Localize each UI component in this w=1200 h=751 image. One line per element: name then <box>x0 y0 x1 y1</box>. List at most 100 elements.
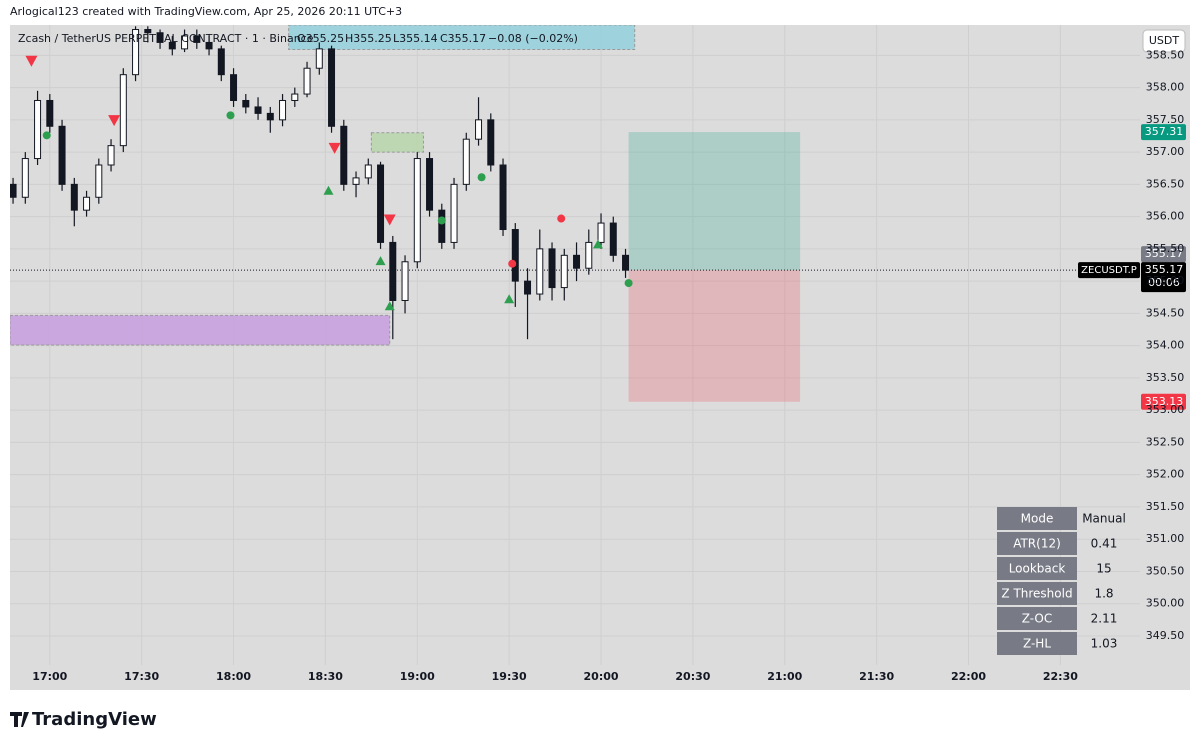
x-tick-label: 17:00 <box>32 670 67 683</box>
table-value: 0.41 <box>1091 537 1118 551</box>
table-value: 1.03 <box>1091 637 1118 651</box>
candle-body <box>548 248 556 289</box>
candle-body <box>536 248 544 295</box>
candle-body <box>487 119 495 166</box>
candle-body <box>266 112 274 121</box>
candle-body <box>303 67 311 95</box>
x-tick-label: 18:30 <box>308 670 343 683</box>
entry-label-box <box>1141 246 1186 263</box>
signal-dot <box>42 131 51 140</box>
candle-body <box>524 280 532 295</box>
x-tick-label: 19:00 <box>400 670 435 683</box>
candle-body <box>34 99 42 160</box>
buy-signal <box>592 239 603 249</box>
buy-signal <box>504 294 515 304</box>
sell-signal <box>328 142 341 154</box>
target-label: 357.31 <box>1145 125 1184 138</box>
y-tick-label: 352.00 <box>1146 468 1185 481</box>
candle-body <box>144 29 152 34</box>
candle-body <box>585 241 593 269</box>
legend-symbol: Zcash / TetherUS PERPETUAL CONTRACT · 1 … <box>18 32 314 45</box>
candle-body <box>573 254 581 269</box>
candle-body <box>499 164 507 231</box>
candle-body <box>597 222 605 243</box>
x-tick-label: 18:00 <box>216 670 251 683</box>
candle-body <box>291 93 299 101</box>
buy-signal <box>375 256 386 266</box>
stop-label: 353.13 <box>1145 395 1184 408</box>
y-tick-label: 356.50 <box>1146 177 1185 190</box>
y-tick-label: 357.50 <box>1146 113 1185 126</box>
y-tick-label: 357.00 <box>1146 145 1185 158</box>
candle-body <box>70 183 78 211</box>
table-value: Manual <box>1082 512 1126 526</box>
candle-body <box>279 99 287 121</box>
legend-open: O355.25 <box>297 32 344 45</box>
table-label-cell <box>997 532 1077 555</box>
candle-body <box>156 32 164 43</box>
signal-dot <box>624 279 633 288</box>
stop-label-box <box>1141 393 1186 410</box>
candle-body <box>205 41 213 50</box>
target-label-box <box>1141 124 1186 141</box>
candle-body <box>377 164 385 243</box>
credit: Arlogical123 created with TradingView.co… <box>10 5 402 18</box>
target-area <box>628 132 801 271</box>
candle-body <box>168 41 176 50</box>
candle-body <box>426 158 434 211</box>
candle-body <box>560 254 568 289</box>
symbol-box <box>1078 262 1140 279</box>
candle-body <box>340 125 348 185</box>
candle-body <box>401 261 409 301</box>
candle-body <box>438 209 446 243</box>
legend-high: H355.25 <box>345 32 392 45</box>
y-tick-label: 350.00 <box>1146 597 1185 610</box>
signal-dot <box>557 214 566 223</box>
y-tick-label: 351.50 <box>1146 500 1185 513</box>
x-tick-label: 21:30 <box>859 670 894 683</box>
signal-dot <box>226 111 235 120</box>
table-label-cell <box>997 632 1077 655</box>
x-tick-label: 20:00 <box>584 670 619 683</box>
candle-body <box>328 48 336 127</box>
countdown: 00:06 <box>1148 276 1180 289</box>
candle-body <box>107 145 115 166</box>
plot-area <box>10 25 1140 665</box>
chart-background <box>10 25 1190 690</box>
zone <box>370 132 424 153</box>
table-label: Z-OC <box>1022 612 1053 626</box>
table-label: ATR(12) <box>1013 537 1061 551</box>
legend-change: −0.08 (−0.02%) <box>488 32 578 45</box>
candle-body <box>389 241 397 301</box>
candle-body <box>58 125 66 185</box>
x-tick-label: 21:00 <box>767 670 802 683</box>
candle-body <box>132 29 140 76</box>
candle-body <box>475 119 483 140</box>
candle-body <box>609 222 617 256</box>
candle-body <box>315 48 323 69</box>
legend-close: C355.17 <box>440 32 486 45</box>
x-tick-label: 19:30 <box>492 670 527 683</box>
buy-signal <box>323 185 334 195</box>
zone <box>288 25 636 51</box>
candle-body <box>21 158 29 198</box>
table-value: 1.8 <box>1094 587 1113 601</box>
signal-dot <box>508 259 517 268</box>
candle-body <box>193 35 201 43</box>
table-label: Lookback <box>1009 562 1066 576</box>
table-label-cell <box>997 507 1077 530</box>
last-price-box <box>1141 262 1186 293</box>
stop-area <box>628 270 801 402</box>
candle-body <box>413 158 421 263</box>
currency-button[interactable] <box>1142 29 1186 53</box>
currency-label[interactable]: USDT <box>1149 34 1180 47</box>
x-tick-label: 17:30 <box>124 670 159 683</box>
candle-body <box>450 183 458 243</box>
candle-body <box>95 164 103 198</box>
x-tick-label: 20:30 <box>675 670 710 683</box>
brand: TradingView <box>32 709 157 730</box>
candle-body <box>352 177 360 185</box>
candle-body <box>181 35 189 50</box>
y-tick-label: 353.50 <box>1146 371 1185 384</box>
